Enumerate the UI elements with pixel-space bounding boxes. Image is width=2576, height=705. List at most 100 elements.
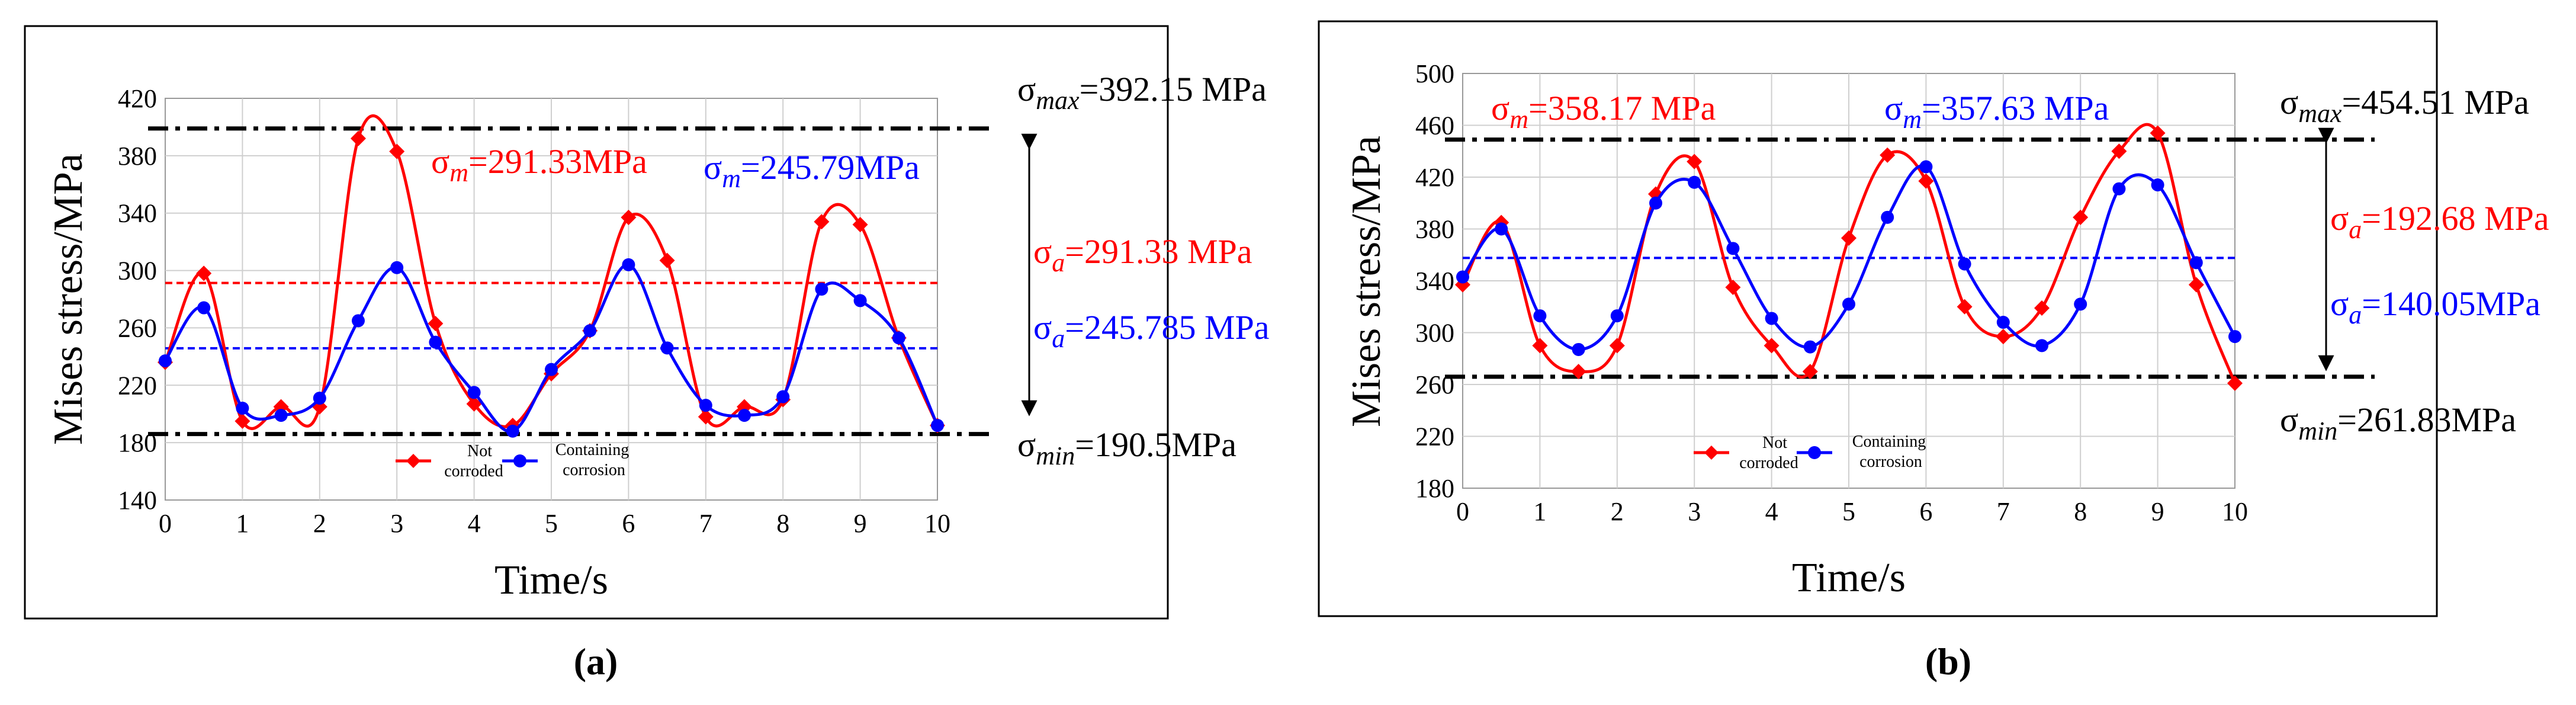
data-point <box>352 314 365 328</box>
panel-b-x-tick-labels: 0 1 2 3 4 5 6 7 8 9 10 <box>1456 497 2248 526</box>
data-point <box>1995 329 2011 345</box>
data-point <box>1957 299 1973 315</box>
x-tick-label: 6 <box>1919 497 1932 526</box>
panel-a-x-tick-labels: 0 1 2 3 4 5 6 7 8 9 10 <box>159 509 950 538</box>
data-point <box>1802 364 1818 380</box>
data-point <box>1533 309 1547 323</box>
y-tick-label: 300 <box>1415 319 1454 348</box>
data-point <box>892 331 905 345</box>
x-tick-label: 0 <box>1456 497 1469 526</box>
panel-b-sigma-m-blue-label: σm=357.63 MPa <box>1884 89 2109 134</box>
data-point <box>159 354 172 368</box>
data-point <box>583 324 597 338</box>
data-point <box>351 130 366 146</box>
data-point <box>1841 230 1856 246</box>
panel-b-sigma-a-blue-label: σa=140.05MPa <box>2330 284 2540 329</box>
data-point <box>738 409 751 422</box>
panel-b-y-axis-label: Mises stress/MPa <box>1344 136 1389 427</box>
data-point <box>467 386 481 399</box>
data-point <box>1649 196 1662 210</box>
data-point <box>196 265 212 281</box>
data-point <box>506 424 519 438</box>
y-tick-label: 180 <box>118 428 157 457</box>
legend-marker-diamond-icon <box>406 454 420 468</box>
data-point <box>2035 339 2048 352</box>
y-tick-label: 260 <box>1415 370 1454 399</box>
x-tick-label: 5 <box>1842 497 1855 526</box>
data-point <box>2228 330 2241 344</box>
data-point <box>622 258 635 271</box>
data-point <box>1765 312 1778 325</box>
y-tick-label: 380 <box>118 142 157 171</box>
data-point <box>236 402 249 415</box>
data-point <box>389 143 405 159</box>
data-point <box>852 217 868 233</box>
panel-a-y-axis-label: Mises stress/MPa <box>46 153 91 445</box>
panel-b-y-tick-labels: 180 220 260 300 340 380 420 460 500 <box>1415 59 1454 503</box>
x-tick-label: 8 <box>2074 497 2087 526</box>
x-tick-label: 2 <box>1611 497 1624 526</box>
panel-b: 180 220 260 300 340 380 420 460 500 0 1 2 3 4 5 6 7 8 9 10… <box>1318 20 2549 617</box>
x-tick-label: 10 <box>2222 497 2248 526</box>
data-point <box>390 261 404 274</box>
data-point <box>1610 309 1624 323</box>
x-tick-label: 1 <box>1533 497 1546 526</box>
data-point <box>1725 279 1741 295</box>
data-point <box>2111 143 2127 159</box>
x-tick-label: 8 <box>776 509 789 538</box>
data-point <box>1958 257 1971 271</box>
data-point <box>1572 342 1585 356</box>
data-point <box>931 419 944 432</box>
series-line <box>1461 164 2237 351</box>
x-tick-label: 0 <box>159 509 172 538</box>
legend-label-not-corroded: Not corroded <box>1739 434 1798 472</box>
panel-a-legend: Not corroded Containing corrosion <box>396 441 629 480</box>
data-point <box>1880 147 1896 163</box>
panel-b-sigma-m-red-label: σm=358.17 MPa <box>1491 89 1716 134</box>
y-tick-label: 460 <box>1415 111 1454 140</box>
x-tick-label: 4 <box>1765 497 1778 526</box>
data-point <box>2189 256 2203 270</box>
panel-a-series <box>158 114 945 438</box>
panel-b-x-axis-label: Time/s <box>1792 555 1906 601</box>
data-point <box>2151 178 2164 192</box>
panel-b-sigma-a-red-label: σa=192.68 MPa <box>2330 199 2549 244</box>
y-tick-label: 340 <box>1415 267 1454 296</box>
panel-a-reference-lines <box>148 126 990 437</box>
data-point <box>776 390 790 403</box>
data-point <box>621 209 637 225</box>
panel-a-caption: (a) <box>574 640 618 682</box>
panel-a-sigma-min-label: σmin=190.5MPa <box>1017 425 1236 470</box>
y-tick-label: 140 <box>118 486 157 515</box>
data-point <box>1996 316 2010 329</box>
x-tick-label: 9 <box>854 509 867 538</box>
y-tick-label: 420 <box>118 84 157 113</box>
data-point <box>660 341 674 355</box>
data-point <box>659 252 675 268</box>
data-point <box>2188 277 2204 293</box>
y-tick-label: 220 <box>118 371 157 400</box>
data-point <box>1803 340 1817 354</box>
x-tick-label: 6 <box>622 509 635 538</box>
panel-b-caption: (b) <box>1925 640 1971 682</box>
data-point <box>274 409 288 422</box>
legend-marker-diamond-icon <box>1704 446 1719 460</box>
data-point <box>1688 175 1701 189</box>
data-point <box>814 214 830 230</box>
y-tick-label: 260 <box>118 313 157 342</box>
data-point <box>699 399 712 412</box>
legend-marker-circle-icon <box>1808 446 1821 459</box>
y-tick-label: 380 <box>1415 215 1454 244</box>
data-point <box>1495 222 1508 236</box>
panel-b-sigma-min-label: σmin=261.83MPa <box>2280 400 2516 446</box>
panel-b-sigma-max-label: σmax=454.51 MPa <box>2280 83 2529 128</box>
x-tick-label: 3 <box>390 509 403 538</box>
data-point <box>1570 364 1586 380</box>
data-point <box>1764 338 1780 354</box>
data-point <box>1609 338 1625 354</box>
y-tick-label: 180 <box>1415 474 1454 503</box>
data-point <box>1687 153 1703 169</box>
x-tick-label: 9 <box>2151 497 2164 526</box>
panel-b-gridlines <box>1463 73 2235 488</box>
data-point <box>853 294 867 307</box>
